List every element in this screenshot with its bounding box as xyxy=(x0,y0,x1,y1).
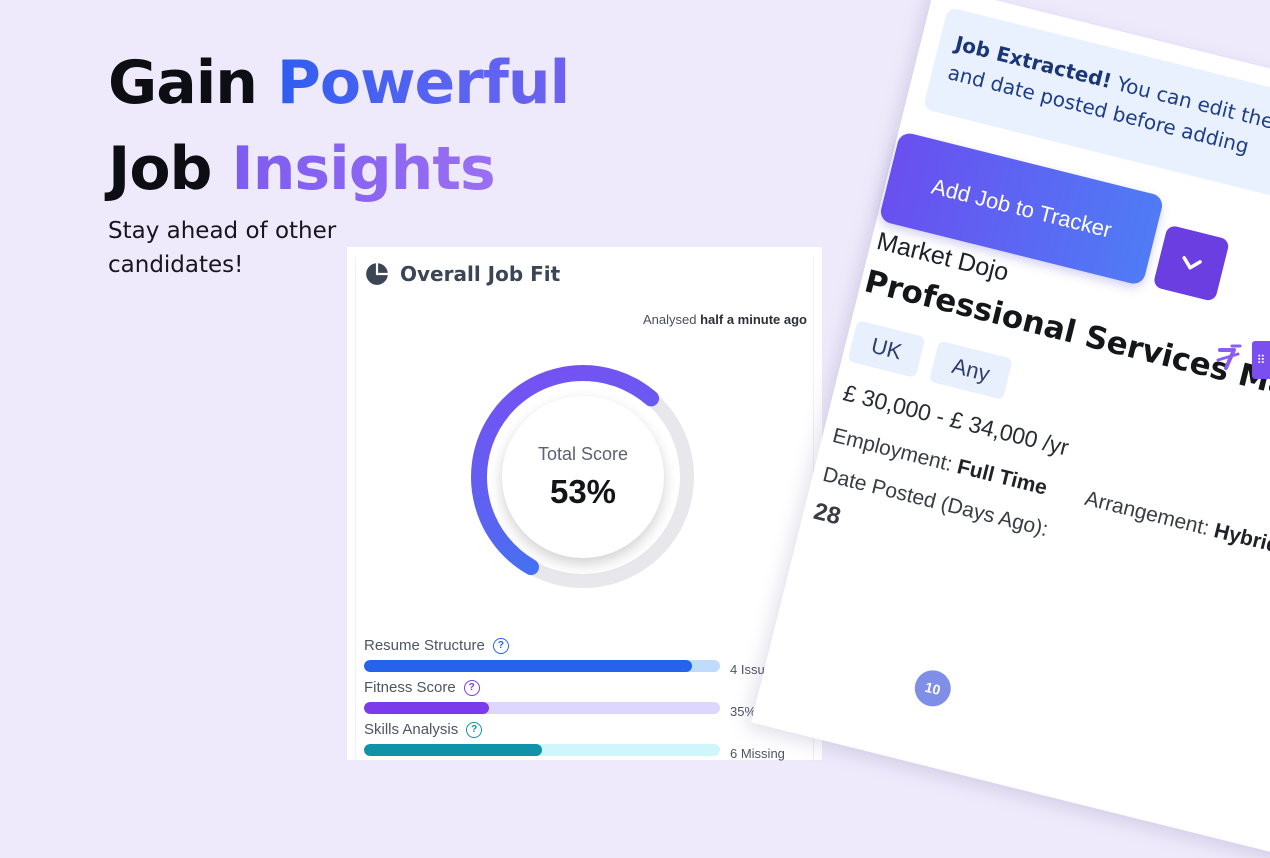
job-fit-header: Overall Job Fit xyxy=(364,261,560,287)
metric-skills-analysis: Skills Analysis ? 6 Missing xyxy=(364,721,804,761)
work-arrangement: Arrangement: Hybrid xyxy=(1082,487,1270,559)
arrangement-value: Hybrid xyxy=(1211,519,1270,558)
arrangement-label: Arrangement: xyxy=(1082,486,1218,542)
page-indicator[interactable]: 10 xyxy=(910,666,955,711)
metric-bar-row: 35% xyxy=(364,700,804,719)
help-icon[interactable]: ? xyxy=(466,721,483,738)
metric-label: Resume Structure xyxy=(364,637,485,654)
drag-handle-icon[interactable]: ⠿ xyxy=(1252,341,1270,379)
progress-bar xyxy=(364,701,720,714)
help-icon[interactable]: ? xyxy=(463,679,480,696)
hero-heading-accent: Powerful xyxy=(276,48,570,118)
help-icon[interactable]: ? xyxy=(492,637,509,654)
score-label: Total Score xyxy=(537,443,629,464)
analysed-time: half a minute ago xyxy=(700,312,807,327)
metric-fitness-score: Fitness Score ? 35% xyxy=(364,679,804,719)
metric-label: Skills Analysis xyxy=(364,721,459,738)
hero-tagline: Stay ahead of other candidates! xyxy=(108,218,337,278)
job-fit-panel: Overall Job Fit Analysed half a minute a… xyxy=(355,257,814,761)
hero-heading-accent: Insights xyxy=(231,134,495,204)
location-type-tag[interactable]: Any xyxy=(928,340,1013,400)
score-value: 53% xyxy=(549,472,617,510)
progress-bar-fill xyxy=(364,659,692,672)
progress-bar xyxy=(364,659,720,672)
metric-value: 35% xyxy=(730,704,757,719)
metric-bar-row: 6 Missing xyxy=(364,742,804,761)
chevron-down-icon xyxy=(1182,256,1202,270)
hero-heading-line-1: Gain Powerful xyxy=(108,40,570,126)
analysed-prefix: Analysed xyxy=(643,312,701,327)
score-circle: Total Score 53% xyxy=(502,396,664,558)
job-fit-title: Overall Job Fit xyxy=(400,262,561,286)
logo-mark-icon xyxy=(1216,344,1242,370)
tracker-options-button[interactable] xyxy=(1152,224,1231,303)
progress-bar-fill xyxy=(364,743,542,756)
metric-label: Fitness Score xyxy=(364,679,456,696)
date-posted-value[interactable]: 28 xyxy=(810,497,844,531)
employment-value: Full Time xyxy=(954,455,1050,500)
metric-label-row: Resume Structure ? xyxy=(364,637,804,654)
progress-bar xyxy=(364,743,720,756)
hero-heading-line-2: Job Insights xyxy=(108,126,569,212)
metric-resume-structure: Resume Structure ? 4 Issues xyxy=(364,637,804,677)
total-score-gauge: Total Score 53% xyxy=(468,362,698,592)
progress-bar-fill xyxy=(364,701,489,714)
metric-bar-row: 4 Issues xyxy=(364,658,804,677)
extension-logo-icon[interactable] xyxy=(1212,340,1248,381)
job-extraction-panel: Job Extracted! You can edit the job titl… xyxy=(751,0,1270,858)
job-fit-card: Overall Job Fit Analysed half a minute a… xyxy=(347,247,822,761)
hero-section: Gain Powerful Job Insights Stay ahead of… xyxy=(108,40,570,282)
pie-chart-icon xyxy=(366,263,388,285)
location-tag[interactable]: UK xyxy=(847,320,926,378)
gauge-progress xyxy=(471,365,695,589)
metric-value: 6 Missing xyxy=(730,746,785,761)
analysed-timestamp: Analysed half a minute ago xyxy=(643,312,807,327)
hero-heading-plain: Gain xyxy=(108,48,277,118)
metric-label-row: Fitness Score ? xyxy=(364,679,804,696)
gauge-ring xyxy=(471,365,695,589)
hero-heading-plain: Job xyxy=(108,134,232,204)
metric-label-row: Skills Analysis ? xyxy=(364,721,804,738)
